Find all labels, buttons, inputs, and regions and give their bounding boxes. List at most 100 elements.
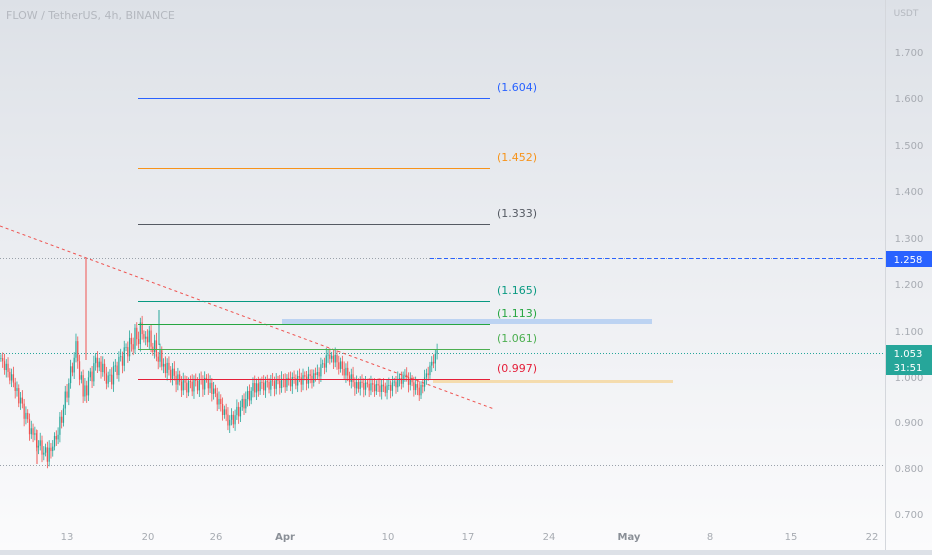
candle bbox=[59, 412, 61, 443]
candle bbox=[21, 390, 23, 409]
candle bbox=[364, 375, 367, 396]
candle bbox=[189, 375, 192, 389]
price-badges: 1.258 1.053 31:51 bbox=[886, 251, 932, 375]
candle bbox=[204, 371, 206, 396]
candle bbox=[221, 397, 224, 421]
candle bbox=[44, 443, 47, 457]
candle bbox=[3, 353, 6, 375]
candle bbox=[420, 381, 422, 400]
candle bbox=[395, 375, 397, 394]
candle bbox=[297, 370, 299, 393]
candle bbox=[69, 359, 72, 389]
candle bbox=[89, 367, 91, 382]
candle bbox=[157, 351, 159, 370]
candle bbox=[34, 426, 36, 441]
time-tick: 26 bbox=[210, 532, 223, 543]
candle bbox=[254, 375, 256, 398]
time-tick: 15 bbox=[785, 532, 798, 543]
candle bbox=[77, 336, 79, 369]
candle bbox=[193, 375, 195, 399]
candle bbox=[52, 440, 54, 457]
candle bbox=[127, 341, 129, 363]
candle bbox=[372, 378, 374, 393]
candle bbox=[329, 348, 331, 365]
candle bbox=[61, 410, 63, 429]
candle bbox=[261, 376, 263, 390]
candle bbox=[39, 432, 41, 451]
time-tick: 22 bbox=[866, 532, 879, 543]
candle bbox=[366, 378, 369, 388]
candle bbox=[184, 375, 186, 391]
candle bbox=[141, 315, 143, 340]
candle bbox=[382, 378, 385, 392]
candle bbox=[18, 384, 20, 408]
candle bbox=[159, 343, 161, 368]
candle bbox=[166, 358, 168, 381]
candle bbox=[64, 385, 66, 416]
candle bbox=[230, 408, 233, 426]
candle bbox=[386, 379, 388, 400]
candle bbox=[46, 441, 49, 469]
candle bbox=[118, 351, 120, 382]
candle bbox=[216, 387, 218, 412]
reference-lines bbox=[0, 258, 885, 466]
candle bbox=[19, 391, 22, 410]
candle bbox=[291, 372, 293, 394]
candle bbox=[145, 331, 147, 346]
candle bbox=[198, 373, 200, 397]
candle bbox=[121, 351, 124, 374]
candle bbox=[331, 351, 333, 363]
candle bbox=[229, 415, 231, 433]
candle bbox=[304, 371, 306, 381]
candle bbox=[130, 333, 133, 352]
price-tick: 1.000 bbox=[895, 373, 924, 384]
candle bbox=[171, 363, 174, 386]
candle bbox=[207, 373, 209, 395]
symbol-title[interactable]: FLOW / TetherUS, 4h, BINANCE bbox=[6, 9, 175, 22]
fib-level-label: (1.452) bbox=[497, 151, 537, 164]
candle bbox=[214, 384, 217, 398]
candle bbox=[209, 375, 211, 394]
candle bbox=[347, 361, 349, 382]
candle bbox=[128, 330, 131, 362]
fib-level: (1.604) bbox=[138, 81, 537, 99]
candle bbox=[381, 379, 383, 400]
price-axis: USDT 1.700 1.600 1.500 1.400 1.300 1.200 1.100 1… bbox=[885, 0, 924, 550]
fib-level: (0.997) bbox=[138, 362, 537, 380]
candle bbox=[48, 440, 50, 467]
candle bbox=[164, 356, 166, 378]
candle bbox=[352, 366, 354, 387]
candle bbox=[213, 381, 215, 400]
candle bbox=[143, 330, 145, 343]
candle bbox=[100, 356, 102, 379]
candle bbox=[105, 366, 107, 390]
candle bbox=[146, 329, 149, 347]
candle bbox=[102, 356, 104, 377]
last-price-badge bbox=[886, 345, 932, 375]
candle bbox=[264, 376, 267, 398]
candle bbox=[339, 357, 342, 373]
candle bbox=[348, 371, 351, 386]
fib-level-label: (1.165) bbox=[497, 284, 537, 297]
candle bbox=[313, 369, 315, 387]
candle bbox=[71, 362, 74, 377]
candle bbox=[120, 348, 122, 362]
candle bbox=[282, 374, 284, 388]
fib-levels: (1.604) (1.452) (1.333) (1.165) (1.113) (1.06… bbox=[138, 81, 537, 380]
candle bbox=[391, 375, 394, 397]
candle bbox=[357, 378, 360, 393]
candle bbox=[288, 372, 290, 386]
candle bbox=[57, 427, 59, 445]
candle bbox=[114, 358, 116, 372]
price-tick: 0.900 bbox=[895, 418, 924, 429]
candle bbox=[293, 370, 295, 384]
candle bbox=[327, 350, 329, 363]
trendline-group bbox=[0, 225, 495, 410]
candle bbox=[425, 368, 428, 385]
candle bbox=[93, 355, 95, 387]
candle bbox=[309, 369, 311, 384]
candle bbox=[263, 375, 265, 396]
candle bbox=[125, 343, 127, 352]
